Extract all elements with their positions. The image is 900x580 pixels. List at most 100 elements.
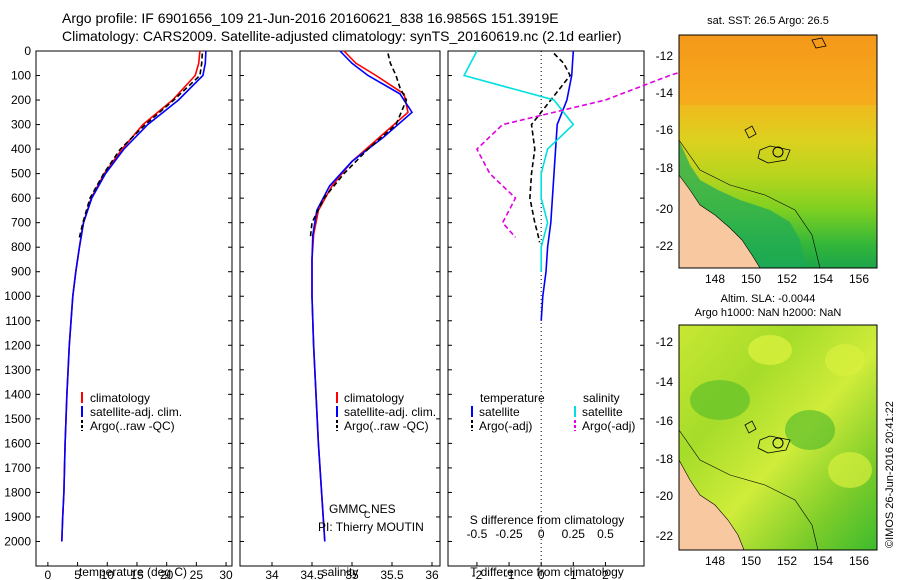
legend-label-argo: Argo(..raw -QC) (344, 419, 429, 433)
x-tick-label: 30 (219, 568, 233, 580)
depth-tick-label: 2000 (4, 534, 31, 548)
temperature-axes (35, 50, 233, 567)
legend-label-s-argo: Argo(-adj) (582, 419, 635, 433)
salinity-legend: climatology satellite-adj. clim. Argo(..… (318, 391, 436, 534)
sst-xtick: 150 (741, 272, 761, 286)
difference-axes (447, 50, 645, 567)
temperature-xlabel: temperature (deg C) (79, 565, 187, 579)
sst-ytick: -22 (656, 239, 674, 253)
s-tick-label: 0.25 (562, 527, 586, 541)
sla-yticks: -12 -14 -16 -18 -20 -22 (656, 335, 674, 543)
legend-label-climatology: climatology (344, 391, 404, 405)
sla-xtick: 154 (813, 554, 833, 568)
legend-label-satellite: satellite-adj. clim. (344, 405, 436, 419)
x-tick-label: 20 (160, 568, 174, 580)
sla-shelf-contour (678, 429, 819, 551)
sst-ytick: -20 (656, 202, 674, 216)
x-tick-label: 1 (570, 568, 577, 580)
sla-ytick: -22 (656, 529, 674, 543)
sla-xtick: 148 (705, 554, 725, 568)
series-line-t-argo (529, 52, 572, 243)
x-tick-label: 10 (101, 568, 115, 580)
depth-tick-label: 1100 (5, 314, 31, 328)
series-line-argo (309, 53, 408, 238)
depth-tick-label: 1500 (4, 412, 31, 426)
depth-tick-label: 900 (11, 265, 31, 279)
sst-argo-marker (772, 146, 784, 158)
s-difference-xlabel: S difference from climatology (470, 513, 625, 527)
depth-tick-label: 700 (11, 216, 31, 230)
salinity-axes (239, 50, 441, 567)
sla-high-3 (828, 452, 872, 488)
imos-stamp: ©IMOS 26-Jun-2016 20:41:22 (884, 401, 896, 548)
series-line-climatology (311, 50, 409, 542)
sla-ytick: -20 (656, 489, 674, 503)
depth-tick-label: 0 (24, 44, 31, 58)
sla-high-1 (748, 335, 792, 365)
x-tick-label: 34 (265, 568, 279, 580)
x-tick-label: 36 (425, 568, 439, 580)
depth-tick-label: 1800 (4, 485, 31, 499)
depth-tick-label: 100 (11, 69, 31, 83)
s-tick-label: 0.5 (597, 527, 614, 541)
depth-tick-label: 1900 (4, 510, 31, 524)
s-tick-label: -0.25 (495, 527, 523, 541)
temperature-legend: climatology satellite-adj. clim. Argo(..… (81, 391, 182, 433)
climatology-title: Climatology: CARS2009. Satellite-adjuste… (62, 28, 622, 44)
depth-tick-label: 1400 (4, 387, 31, 401)
sla-ytick: -12 (656, 335, 674, 349)
gmmc-label: GMMC (329, 502, 367, 516)
sla-map-title2: Argo h1000: NaN h2000: NaN (695, 307, 842, 319)
sla-map-title1: Altim. SLA: -0.0044 (721, 293, 816, 305)
s-tick-label: 0 (538, 527, 545, 541)
legend-label-argo: Argo(..raw -QC) (90, 419, 175, 433)
depth-tick-label: 300 (11, 118, 31, 132)
sla-ytick: -18 (656, 452, 674, 466)
sla-argo-marker (772, 437, 784, 449)
sla-xticks: 148 150 152 154 156 (705, 554, 869, 568)
sst-xtick: 154 (813, 272, 833, 286)
legend-label-t-argo: Argo(-adj) (479, 419, 532, 433)
legend-title-salinity: salinity (583, 391, 620, 405)
x-tick-label: 25 (190, 568, 204, 580)
series-line-climatology (61, 50, 201, 542)
series-line-argo (78, 53, 204, 238)
sst-xtick: 156 (849, 272, 869, 286)
depth-tick-label: 1000 (4, 289, 31, 303)
sla-low-1 (690, 380, 750, 420)
depth-tick-label: 1200 (4, 338, 31, 352)
salinity-xlabel: salinity (322, 565, 359, 579)
depth-tick-labels: 0 100 200 300 400 500 600 700 800 900 1000 1100 1200… (4, 44, 31, 548)
nes-label: NES (371, 502, 396, 516)
x-tick-label: -1 (504, 568, 515, 580)
sla-ytick: -16 (656, 414, 674, 428)
legend-title-temperature: temperature (480, 391, 545, 405)
sst-ytick: -18 (656, 161, 674, 175)
s-tick-label: -0.5 (467, 527, 488, 541)
sla-map (678, 324, 878, 551)
sst-map-title: sat. SST: 26.5 Argo: 26.5 (707, 15, 829, 27)
series-line-satellite (311, 50, 414, 542)
depth-tick-label: 500 (11, 167, 31, 181)
depth-tick-label: 1300 (4, 363, 31, 377)
sla-xtick: 150 (741, 554, 761, 568)
difference-plot: -2 -1 0 1 2 -0.5 -0.25 0 0.25 0.5 (448, 50, 747, 580)
legend-label-satellite: satellite-adj. clim. (90, 405, 182, 419)
legend-label-t-satellite: satellite (479, 405, 520, 419)
gmmc-subscript: C (364, 510, 371, 520)
sst-warm-band (679, 35, 877, 105)
sst-ytick: -12 (656, 49, 674, 63)
legend-label-s-satellite: satellite (582, 405, 623, 419)
series-line-satellite (61, 50, 207, 542)
sst-xticks: 148 150 152 154 156 (705, 272, 869, 286)
sla-ytick: -14 (656, 375, 674, 389)
sst-shelf-contour (678, 139, 821, 269)
x-tick-label: -2 (472, 568, 483, 580)
depth-tick-label: 1700 (4, 461, 31, 475)
depth-tick-label: 400 (11, 142, 31, 156)
x-tick-label: 0 (538, 568, 545, 580)
sla-xtick: 156 (849, 554, 869, 568)
x-tick-label: 2 (602, 568, 609, 580)
profile-title: Argo profile: IF 6901656_109 21-Jun-2016… (62, 10, 559, 26)
